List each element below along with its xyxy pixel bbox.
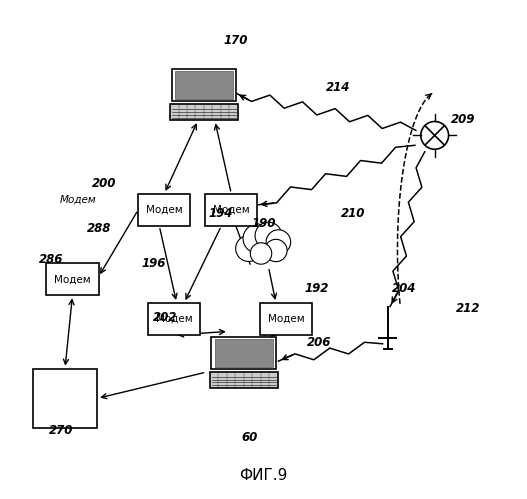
Bar xyxy=(210,372,278,388)
Text: 204: 204 xyxy=(392,281,416,295)
Bar xyxy=(214,339,272,367)
Bar xyxy=(170,104,238,120)
Bar xyxy=(211,337,276,369)
Bar xyxy=(148,303,200,335)
Text: 214: 214 xyxy=(326,81,350,94)
Text: 194: 194 xyxy=(209,207,233,220)
Circle shape xyxy=(243,224,272,253)
Text: Модем: Модем xyxy=(156,314,192,324)
Circle shape xyxy=(266,230,291,254)
Bar xyxy=(33,369,97,428)
Circle shape xyxy=(255,222,282,249)
Text: 200: 200 xyxy=(92,178,116,191)
Text: 270: 270 xyxy=(48,424,73,437)
Text: 202: 202 xyxy=(153,311,178,324)
Text: 212: 212 xyxy=(456,301,481,314)
Bar xyxy=(205,194,257,226)
Text: 286: 286 xyxy=(39,253,64,266)
Circle shape xyxy=(421,121,448,149)
Text: Модем: Модем xyxy=(213,205,250,215)
Text: ФИГ.9: ФИГ.9 xyxy=(239,468,288,483)
Text: 192: 192 xyxy=(304,281,328,295)
Text: Модем: Модем xyxy=(60,194,97,205)
Bar xyxy=(138,194,190,226)
Text: 206: 206 xyxy=(307,336,331,349)
Circle shape xyxy=(265,240,287,261)
Text: Модем: Модем xyxy=(54,274,91,284)
Text: 210: 210 xyxy=(340,207,365,220)
Text: 170: 170 xyxy=(224,33,248,46)
Circle shape xyxy=(236,236,261,261)
Bar xyxy=(172,69,236,101)
Text: Модем: Модем xyxy=(268,314,304,324)
Text: 190: 190 xyxy=(251,217,276,230)
Text: 288: 288 xyxy=(87,222,112,235)
Text: Модем: Модем xyxy=(146,205,182,215)
Bar xyxy=(260,303,312,335)
Bar xyxy=(46,263,99,295)
Text: 60: 60 xyxy=(241,431,257,444)
Text: 209: 209 xyxy=(451,113,475,126)
Circle shape xyxy=(250,243,272,264)
Text: 196: 196 xyxy=(142,257,167,270)
Bar xyxy=(175,71,233,99)
